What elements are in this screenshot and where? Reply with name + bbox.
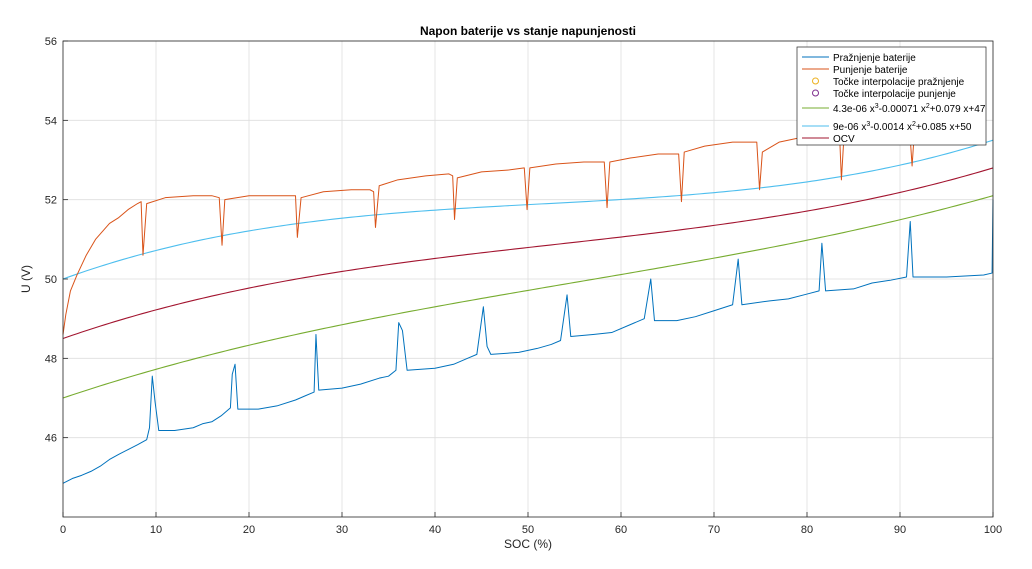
legend-label-fit-discharge: 4.3e-06 x3-0.00071 x2+0.079 x+47 [833, 103, 986, 115]
series-line-discharge [62, 199, 994, 484]
x-tick-label: 100 [984, 524, 1002, 536]
legend: Pražnjenje baterije Punjenje baterije To… [796, 46, 987, 146]
x-tick-label: 90 [894, 524, 906, 536]
x-tick-label: 10 [150, 524, 162, 536]
chart-title: Napon baterije vs stanje napunjenosti [420, 24, 636, 38]
y-tick-label: 48 [45, 353, 57, 365]
legend-swatch-interp-discharge [812, 77, 819, 85]
ticks: 0 10 20 30 40 50 60 70 80 90 100 46 48 50 52 54 56 [45, 36, 1002, 536]
series-line-fit-charge [62, 139, 994, 280]
legend-label-fit-charge: 9e-06 x3-0.0014 x2+0.085 x+50 [833, 121, 972, 133]
legend-swatch-interp-charge [812, 89, 819, 97]
y-tick-label: 50 [45, 274, 57, 286]
legend-label-ocv: OCV [833, 134, 855, 145]
x-tick-label: 70 [708, 524, 720, 536]
series-line-charge [62, 119, 947, 335]
y-tick-label: 56 [45, 36, 57, 48]
x-tick-label: 0 [60, 524, 66, 536]
series-line-ocv [62, 167, 994, 340]
series-line-fit-discharge [62, 195, 994, 399]
x-tick-label: 30 [336, 524, 348, 536]
x-tick-label: 80 [801, 524, 813, 536]
x-tick-label: 60 [615, 524, 627, 536]
x-tick-label: 50 [522, 524, 534, 536]
x-tick-label: 40 [429, 524, 441, 536]
legend-label-interp-discharge: Točke interpolacije pražnjenje [833, 77, 965, 88]
y-tick-label: 52 [45, 195, 57, 207]
y-axis-label: U (V) [19, 265, 33, 293]
x-axis-label: SOC (%) [504, 537, 552, 551]
legend-label-charge: Punjenje baterije [833, 65, 908, 76]
legend-box [796, 46, 987, 146]
y-tick-label: 46 [45, 433, 57, 445]
series-layer [62, 119, 994, 484]
legend-label-discharge: Pražnjenje baterije [833, 53, 916, 64]
x-tick-label: 20 [243, 524, 255, 536]
legend-label-interp-charge: Točke interpolacije punjenje [833, 89, 956, 100]
y-tick-label: 54 [45, 115, 57, 127]
